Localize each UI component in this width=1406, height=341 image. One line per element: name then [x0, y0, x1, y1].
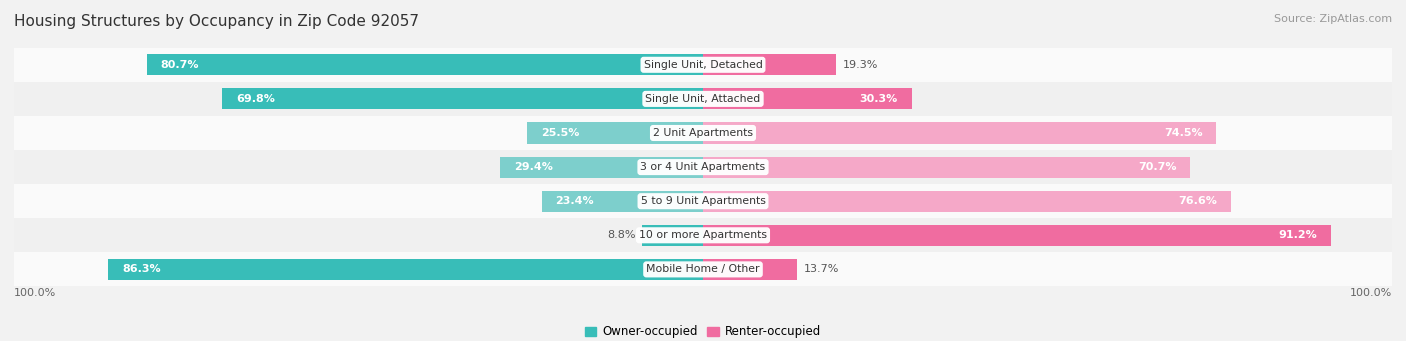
Text: Single Unit, Detached: Single Unit, Detached	[644, 60, 762, 70]
Text: 70.7%: 70.7%	[1137, 162, 1177, 172]
Bar	[703, 122, 1216, 144]
Bar	[14, 218, 1392, 252]
Bar	[14, 48, 1392, 82]
Text: 100.0%: 100.0%	[1350, 287, 1392, 298]
Bar	[14, 184, 1392, 218]
Bar	[703, 225, 1331, 246]
Text: 10 or more Apartments: 10 or more Apartments	[638, 230, 768, 240]
Bar	[703, 54, 837, 75]
Text: 76.6%: 76.6%	[1178, 196, 1218, 206]
Text: 13.7%: 13.7%	[804, 264, 839, 275]
Text: 3 or 4 Unit Apartments: 3 or 4 Unit Apartments	[641, 162, 765, 172]
Bar	[14, 150, 1392, 184]
Text: 74.5%: 74.5%	[1164, 128, 1202, 138]
Text: Source: ZipAtlas.com: Source: ZipAtlas.com	[1274, 14, 1392, 24]
Text: 69.8%: 69.8%	[236, 94, 274, 104]
Text: Single Unit, Attached: Single Unit, Attached	[645, 94, 761, 104]
Text: 8.8%: 8.8%	[607, 230, 636, 240]
Text: 25.5%: 25.5%	[541, 128, 579, 138]
Text: 86.3%: 86.3%	[122, 264, 160, 275]
Text: 91.2%: 91.2%	[1279, 230, 1317, 240]
Bar	[222, 88, 703, 109]
Bar	[703, 259, 797, 280]
Text: 23.4%: 23.4%	[555, 196, 595, 206]
Text: 29.4%: 29.4%	[515, 162, 553, 172]
Text: 2 Unit Apartments: 2 Unit Apartments	[652, 128, 754, 138]
Bar	[14, 116, 1392, 150]
Bar	[14, 82, 1392, 116]
Text: 19.3%: 19.3%	[842, 60, 879, 70]
Text: 30.3%: 30.3%	[859, 94, 898, 104]
Text: 5 to 9 Unit Apartments: 5 to 9 Unit Apartments	[641, 196, 765, 206]
Text: 80.7%: 80.7%	[160, 60, 200, 70]
Bar	[527, 122, 703, 144]
Text: Mobile Home / Other: Mobile Home / Other	[647, 264, 759, 275]
Bar	[643, 225, 703, 246]
Bar	[541, 191, 703, 212]
Bar	[148, 54, 703, 75]
Bar	[703, 191, 1230, 212]
Text: Housing Structures by Occupancy in Zip Code 92057: Housing Structures by Occupancy in Zip C…	[14, 14, 419, 29]
Bar	[14, 252, 1392, 286]
Legend: Owner-occupied, Renter-occupied: Owner-occupied, Renter-occupied	[579, 321, 827, 341]
Bar	[703, 157, 1189, 178]
Bar	[108, 259, 703, 280]
Bar	[703, 88, 911, 109]
Bar	[501, 157, 703, 178]
Text: 100.0%: 100.0%	[14, 287, 56, 298]
